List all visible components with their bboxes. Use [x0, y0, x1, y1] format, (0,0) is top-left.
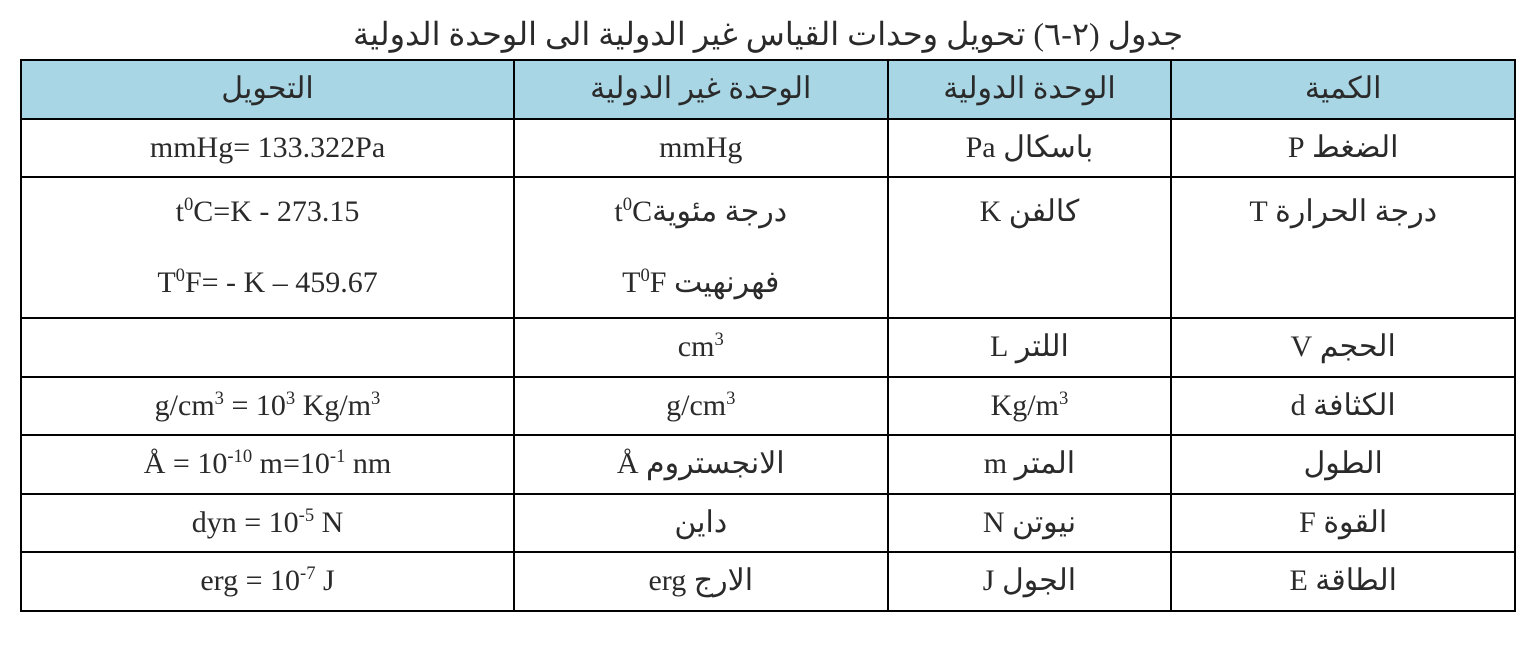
cell-non-si: الانجستروم Å	[514, 435, 888, 494]
cell-si: نيوتن N	[888, 494, 1172, 553]
header-quantity: الكمية	[1171, 60, 1515, 119]
cell-quantity: الكثافة d	[1171, 377, 1515, 436]
table-row: cm3 اللتر L الحجم V	[21, 318, 1515, 377]
table-row: erg = 10-7 J الارج erg الجول J الطاقة E	[21, 552, 1515, 611]
cell-non-si: داين	[514, 494, 888, 553]
table-row: t0C=K - 273.15 T0F= - K – 459.67 درجة مئ…	[21, 177, 1515, 318]
cell-conversion: Å = 10-10 m=10-1 nm	[21, 435, 514, 494]
table-header-row: التحويل الوحدة غير الدولية الوحدة الدولي…	[21, 60, 1515, 119]
unit-conversion-table: التحويل الوحدة غير الدولية الوحدة الدولي…	[20, 59, 1516, 612]
conversion-fahrenheit: T0F= - K – 459.67	[28, 263, 507, 304]
cell-quantity: الطول	[1171, 435, 1515, 494]
cell-quantity: الضغط P	[1171, 119, 1515, 178]
cell-si: Kg/m3	[888, 377, 1172, 436]
cell-non-si: g/cm3	[514, 377, 888, 436]
cell-conversion: g/cm3 = 103 Kg/m3	[21, 377, 514, 436]
cell-si: اللتر L	[888, 318, 1172, 377]
header-si: الوحدة الدولية	[888, 60, 1172, 119]
cell-quantity: درجة الحرارة T	[1171, 177, 1515, 318]
cell-quantity: الحجم V	[1171, 318, 1515, 377]
cell-non-si: mmHg	[514, 119, 888, 178]
table-caption: جدول (٢-٦) تحويل وحدات القياس غير الدولي…	[20, 15, 1516, 53]
table-row: g/cm3 = 103 Kg/m3 g/cm3 Kg/m3 الكثافة d	[21, 377, 1515, 436]
cell-non-si: الارج erg	[514, 552, 888, 611]
cell-conversion: t0C=K - 273.15 T0F= - K – 459.67	[21, 177, 514, 318]
header-non-si: الوحدة غير الدولية	[514, 60, 888, 119]
cell-si: المتر m	[888, 435, 1172, 494]
cell-conversion: dyn = 10-5 N	[21, 494, 514, 553]
cell-si: كالفن K	[888, 177, 1172, 318]
cell-non-si: درجة مئويةt0C فهرنهيت T0F	[514, 177, 888, 318]
cell-conversion: erg = 10-7 J	[21, 552, 514, 611]
cell-quantity: الطاقة E	[1171, 552, 1515, 611]
cell-quantity: القوة F	[1171, 494, 1515, 553]
cell-non-si: cm3	[514, 318, 888, 377]
header-conversion: التحويل	[21, 60, 514, 119]
cell-si: الجول J	[888, 552, 1172, 611]
conversion-celsius: t0C=K - 273.15	[28, 192, 507, 233]
non-si-celsius: درجة مئويةt0C	[521, 192, 881, 233]
cell-conversion: mmHg= 133.322Pa	[21, 119, 514, 178]
table-row: mmHg= 133.322Pa mmHg باسكال Pa الضغط P	[21, 119, 1515, 178]
table-row: dyn = 10-5 N داين نيوتن N القوة F	[21, 494, 1515, 553]
non-si-fahrenheit: فهرنهيت T0F	[521, 263, 881, 304]
cell-si: باسكال Pa	[888, 119, 1172, 178]
table-row: Å = 10-10 m=10-1 nm الانجستروم Å المتر m…	[21, 435, 1515, 494]
cell-conversion	[21, 318, 514, 377]
